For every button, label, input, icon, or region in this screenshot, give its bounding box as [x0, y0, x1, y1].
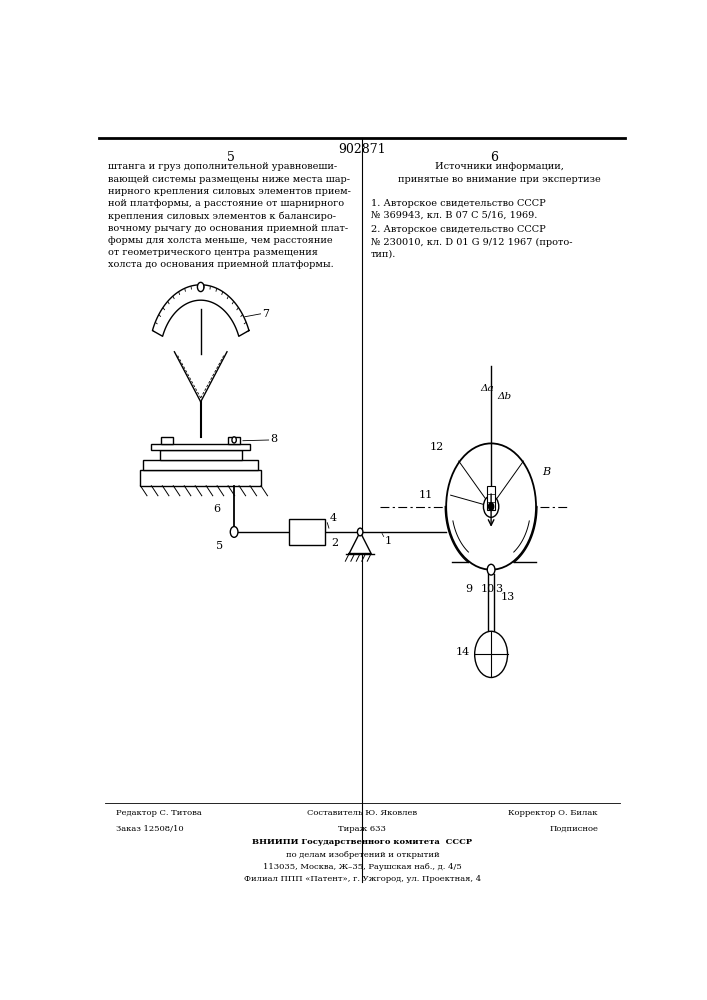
Text: 13: 13 — [501, 592, 515, 602]
Text: 6: 6 — [490, 151, 498, 164]
Text: Тираж 633: Тираж 633 — [339, 825, 386, 833]
Text: по делам изобретений и открытий: по делам изобретений и открытий — [286, 851, 439, 859]
Text: Составитель Ю. Яковлев: Составитель Ю. Яковлев — [308, 809, 417, 817]
Text: 12: 12 — [430, 442, 444, 452]
Text: 4: 4 — [330, 513, 337, 523]
Text: Δb: Δb — [498, 392, 512, 401]
Circle shape — [446, 443, 536, 570]
Circle shape — [474, 631, 508, 677]
Circle shape — [232, 437, 236, 443]
Polygon shape — [349, 532, 371, 554]
Circle shape — [230, 527, 238, 537]
Text: 1. Авторское свидетельство СССР
№ 369943, кл. В 07 С 5/16, 1969.: 1. Авторское свидетельство СССР № 369943… — [370, 199, 545, 220]
Text: Источники информации,
принятые во внимание при экспертизе: Источники информации, принятые во вниман… — [398, 162, 601, 184]
Text: 7: 7 — [262, 309, 269, 319]
Bar — [151, 444, 250, 450]
Text: 8: 8 — [270, 434, 277, 444]
Text: Редактор С. Титова: Редактор С. Титова — [116, 809, 201, 817]
Text: 6: 6 — [214, 504, 221, 514]
Text: Δa: Δa — [480, 384, 493, 393]
Bar — [141, 470, 261, 486]
Text: Филиал ППП «Патент», г. Ужгород, ул. Проектная, 4: Филиал ППП «Патент», г. Ужгород, ул. Про… — [244, 875, 481, 883]
Bar — [228, 437, 240, 444]
Bar — [486, 486, 496, 510]
Polygon shape — [153, 285, 249, 336]
Bar — [144, 460, 258, 470]
Circle shape — [484, 496, 498, 517]
Text: Корректор О. Билак: Корректор О. Билак — [508, 809, 598, 817]
Circle shape — [197, 282, 204, 292]
Text: 2. Авторское свидетельство СССР
№ 230010, кл. D 01 G 9/12 1967 (прото-
тип).: 2. Авторское свидетельство СССР № 230010… — [370, 225, 572, 259]
Circle shape — [488, 502, 494, 511]
Text: 9: 9 — [465, 584, 472, 594]
Text: 10: 10 — [480, 584, 495, 594]
Circle shape — [487, 564, 495, 575]
Text: 5: 5 — [227, 151, 235, 164]
Text: B: B — [542, 467, 551, 477]
Text: 14: 14 — [456, 647, 470, 657]
Text: штанга и груз дополнительной уравновеши-
вающей системы размещены ниже места шар: штанга и груз дополнительной уравновеши-… — [107, 162, 351, 269]
Bar — [160, 450, 242, 460]
Text: 11: 11 — [419, 490, 433, 500]
Text: 2: 2 — [331, 538, 338, 548]
Text: Подписное: Подписное — [549, 825, 598, 833]
Text: 113035, Москва, Ж–35, Раушская наб., д. 4/5: 113035, Москва, Ж–35, Раушская наб., д. … — [263, 863, 462, 871]
Bar — [289, 519, 325, 545]
Circle shape — [358, 528, 363, 536]
Text: Заказ 12508/10: Заказ 12508/10 — [116, 825, 183, 833]
Bar — [161, 437, 173, 444]
Text: ВНИИПИ Государственного комитета  СССР: ВНИИПИ Государственного комитета СССР — [252, 838, 472, 846]
Text: 3: 3 — [496, 584, 503, 594]
Text: A: A — [464, 452, 472, 462]
Text: 1: 1 — [385, 536, 392, 546]
Text: 902871: 902871 — [339, 143, 386, 156]
Text: 5: 5 — [216, 541, 223, 551]
